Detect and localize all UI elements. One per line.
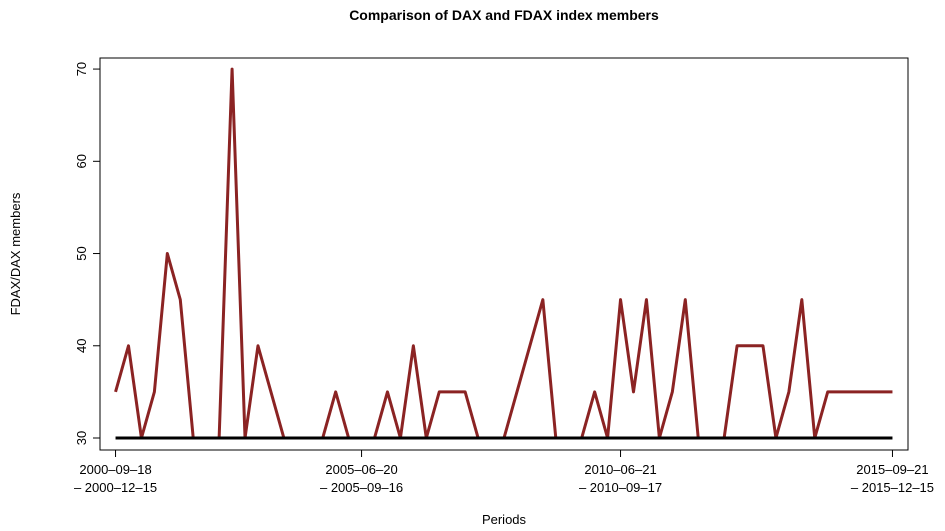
x-tick-label: 2000–09–18– 2000–12–15: [74, 462, 157, 495]
chart-title: Comparison of DAX and FDAX index members: [349, 7, 659, 23]
x-axis-label: Periods: [482, 512, 527, 527]
x-tick-label: 2005–06–20– 2005–09–16: [320, 462, 403, 495]
y-tick-label: 70: [74, 62, 89, 76]
y-tick-label: 50: [74, 246, 89, 260]
y-axis-label: FDAX/DAX members: [8, 192, 23, 315]
y-tick-label: 60: [74, 154, 89, 168]
x-tick-label: 2015–09–21– 2015–12–15: [851, 462, 934, 495]
x-tick-label: 2010–06–21– 2010–09–17: [579, 462, 662, 495]
line-series: [114, 67, 893, 440]
y-tick-label: 30: [74, 431, 89, 445]
y-tick-label: 40: [74, 339, 89, 353]
